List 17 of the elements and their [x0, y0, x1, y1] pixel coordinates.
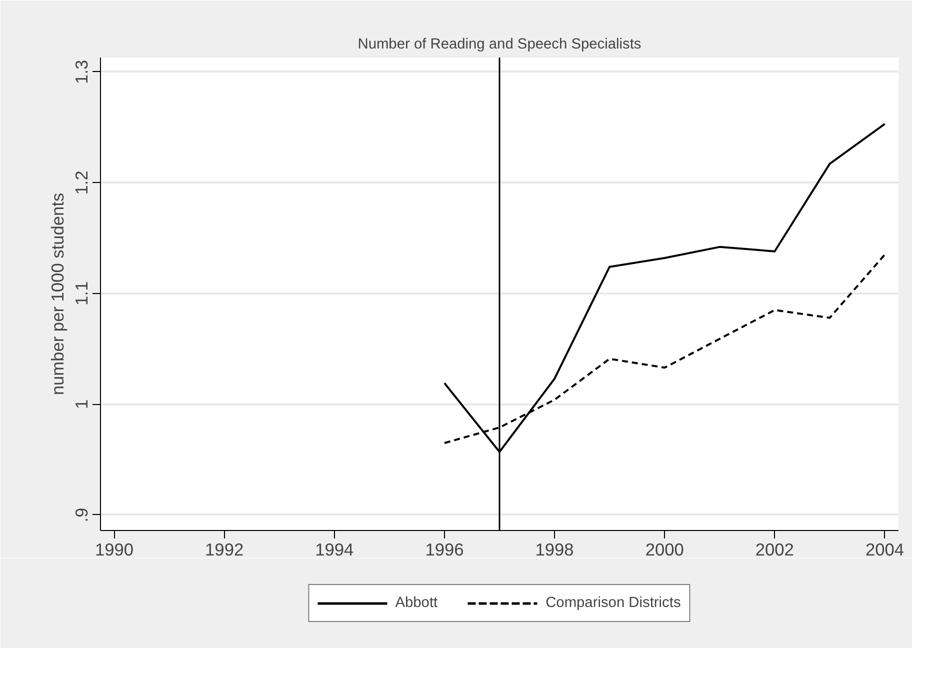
legend-label: Comparison Districts — [546, 595, 681, 611]
x-tick-label: 2000 — [645, 540, 684, 560]
y-axis-title: number per 1000 students — [48, 192, 68, 396]
x-tick-label: 1998 — [535, 540, 574, 560]
x-tick-label: 2002 — [755, 540, 794, 560]
y-tick-label: 1 — [72, 399, 92, 410]
y-tick-label: 1.1 — [72, 281, 92, 306]
y-tick-label: .9 — [72, 508, 92, 522]
x-tick-label: 1996 — [425, 540, 464, 560]
y-tick-label: 1.3 — [72, 60, 92, 84]
chart-title: Number of Reading and Speech Specialists — [358, 36, 642, 52]
y-tick-label: 1.2 — [72, 170, 92, 195]
x-tick-label: 1994 — [315, 540, 354, 560]
x-tick-label: 1990 — [94, 540, 134, 560]
x-tick-label: 1992 — [205, 540, 244, 560]
x-tick-label: 2004 — [865, 540, 904, 560]
legend-label: Abbott — [395, 595, 438, 611]
